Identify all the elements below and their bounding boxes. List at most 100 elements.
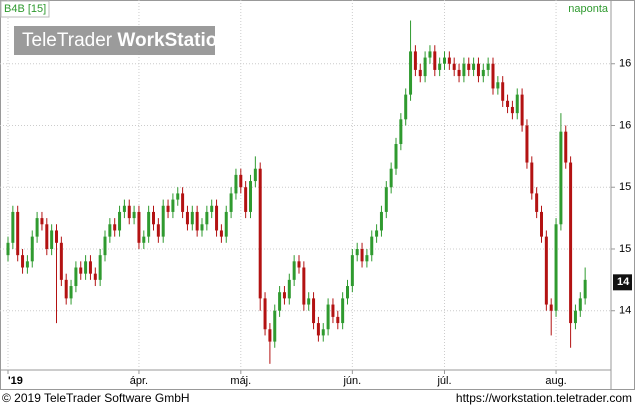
candle-body [229, 193, 233, 212]
candle-body [501, 82, 505, 101]
candle-body [30, 236, 34, 262]
candle-body [569, 162, 573, 324]
candle-body [540, 211, 543, 237]
interval: naponta [568, 3, 609, 15]
candle-body [326, 304, 330, 330]
candle-body [481, 69, 485, 77]
x-tick-label: aug. [545, 375, 566, 387]
candle-body [544, 236, 548, 305]
candle-body [418, 69, 422, 77]
candle-body [549, 304, 553, 311]
y-tick-label: 15 [619, 243, 631, 255]
url[interactable]: https://workstation.teletrader.com [456, 391, 632, 405]
copyright: © 2019 TeleTrader Software GmbH [2, 391, 190, 405]
candle-body [578, 298, 582, 311]
y-tick-label: 16 [619, 58, 631, 70]
candle-body [35, 218, 39, 237]
y-tick-label: 16 [619, 119, 631, 131]
candles [6, 20, 587, 364]
candle-body [205, 211, 209, 225]
candle-body [341, 298, 345, 324]
candle-body [583, 279, 587, 299]
watermark-box [14, 26, 215, 55]
candle-body [321, 329, 325, 336]
candle-body [190, 211, 194, 225]
candle-body [336, 316, 340, 324]
candle-body [59, 242, 63, 280]
candle-body [510, 106, 514, 114]
candle-body [11, 211, 15, 243]
candle-body [152, 211, 155, 225]
candle-body [268, 329, 272, 342]
candle-body [462, 63, 466, 77]
candle-body [263, 298, 267, 330]
candle-body [350, 255, 354, 287]
candle-body [166, 205, 170, 212]
candle-body [423, 57, 427, 77]
candle-body [433, 51, 437, 70]
candle-body [132, 211, 136, 219]
candle-body [171, 199, 175, 212]
candle-body [200, 224, 204, 231]
candle-body [84, 261, 88, 274]
candle-body [219, 230, 223, 237]
candle-body [88, 261, 92, 274]
candle-body [447, 57, 451, 64]
candle-body [316, 323, 320, 336]
candle-body [137, 211, 141, 243]
candle-body [375, 230, 379, 237]
candle-body [491, 63, 495, 89]
candle-body [118, 211, 122, 231]
x-tick-label: máj. [230, 375, 251, 387]
candle-body [234, 174, 238, 194]
candle-body [472, 63, 476, 70]
candle-body [573, 310, 577, 324]
candle-body [108, 224, 112, 237]
candle-body [297, 261, 301, 268]
candle-body [64, 279, 68, 299]
candle-body [515, 94, 519, 114]
candle-body [331, 304, 335, 317]
candle-body [185, 211, 189, 225]
candle-body [224, 211, 228, 237]
candle-body [506, 100, 510, 107]
candle-body [428, 51, 432, 58]
candle-body [98, 255, 102, 280]
candle-body [389, 168, 393, 188]
candle-body [113, 224, 117, 231]
candle-body [476, 63, 480, 77]
candle-body [564, 131, 568, 163]
candle-body [156, 224, 160, 237]
instrument-box [0, 0, 50, 18]
candle-body [210, 205, 214, 212]
candle-body [443, 57, 446, 64]
candle-body [292, 261, 296, 280]
footer [0, 390, 635, 408]
candle-body [103, 236, 107, 256]
candle-body [307, 298, 311, 305]
candle-body [161, 205, 165, 237]
candle-body [40, 218, 44, 225]
candle-body [384, 187, 388, 212]
candle-body [282, 292, 286, 299]
candle-body [147, 211, 151, 237]
candle-body [530, 162, 534, 194]
candle-body [302, 267, 306, 305]
y-tick-label: 15 [619, 181, 631, 193]
y-tick-label: 14 [619, 305, 631, 317]
candle-body [253, 168, 257, 182]
candle-body [312, 298, 316, 324]
candle-body [287, 279, 291, 299]
candle-body [249, 181, 252, 212]
candle-body [181, 193, 185, 212]
candle-body [176, 193, 180, 200]
candle-body [93, 273, 97, 280]
candle-body [457, 69, 461, 77]
candle-body [370, 236, 374, 256]
candle-body [79, 267, 83, 274]
candle-body [355, 248, 359, 256]
candle-body [409, 51, 413, 95]
candle-body [559, 131, 563, 225]
